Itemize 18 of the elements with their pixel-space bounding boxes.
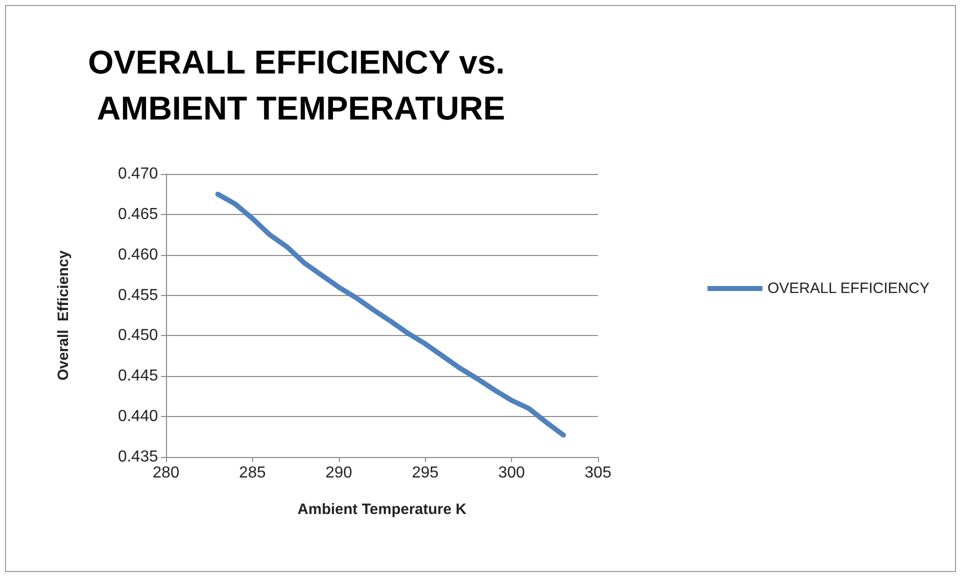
y-tick-label: 0.460 bbox=[118, 246, 158, 264]
y-tick-label: 0.470 bbox=[118, 166, 158, 182]
chart-title: OVERALL EFFICIENCY vs. AMBIENT TEMPERATURE bbox=[88, 44, 514, 126]
y-tick-label: 0.435 bbox=[118, 448, 158, 466]
x-tick-label: 280 bbox=[152, 464, 180, 482]
y-tick-label: 0.465 bbox=[118, 206, 158, 223]
y-tick-label: 0.455 bbox=[118, 286, 158, 304]
y-tick-label: 0.440 bbox=[118, 408, 158, 426]
x-tick-label: 295 bbox=[412, 464, 439, 482]
x-axis-title: Ambient Temperature K bbox=[298, 501, 467, 518]
x-tick-label: 305 bbox=[584, 464, 612, 482]
legend-label: OVERALL EFFICIENCY bbox=[767, 280, 930, 297]
y-tick-label: 0.450 bbox=[118, 327, 158, 344]
y-tick-label: 0.445 bbox=[118, 368, 158, 385]
y-axis-title: Overall Efficiency bbox=[55, 250, 72, 381]
x-tick-label: 300 bbox=[498, 464, 526, 482]
x-tick-label: 290 bbox=[325, 464, 352, 482]
x-tick-label: 285 bbox=[239, 464, 266, 482]
